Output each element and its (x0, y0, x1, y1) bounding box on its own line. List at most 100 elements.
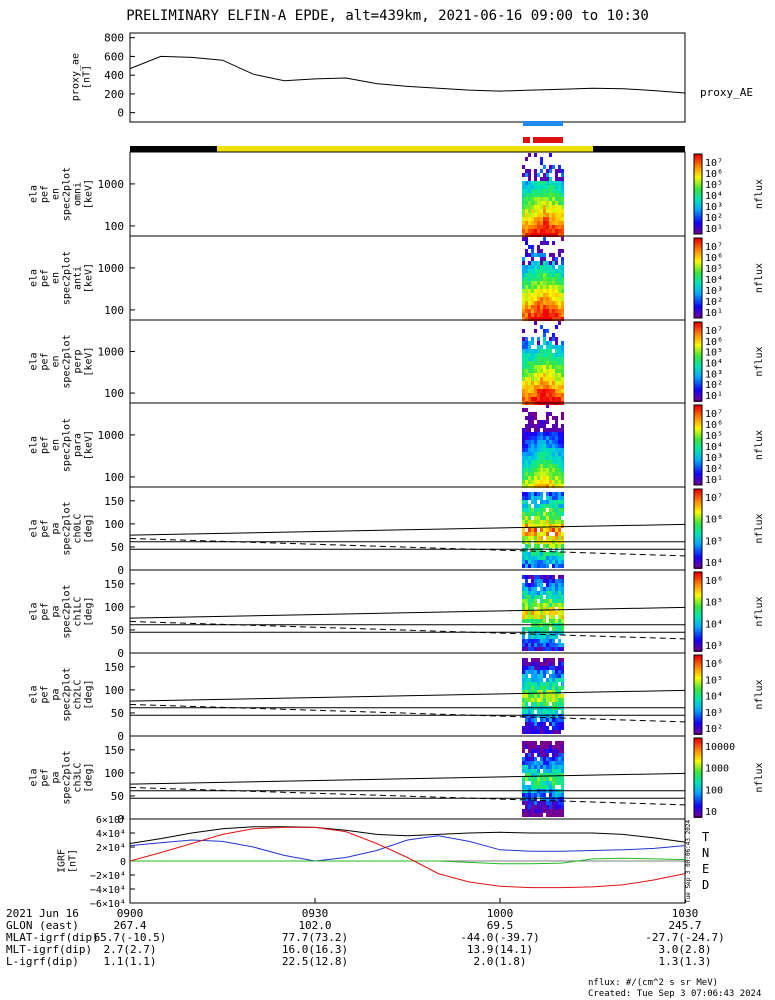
heatmap-cell (531, 416, 534, 420)
heatmap-cell (549, 615, 552, 619)
heatmap-cell (543, 221, 546, 225)
igrf-legend-D: D (702, 878, 709, 892)
colorbar-tick: 10³ (705, 286, 723, 297)
heatmap-cell (528, 492, 531, 496)
ytick-label: 100 (104, 684, 124, 697)
heatmap-cell (537, 560, 540, 564)
heatmap-cell (531, 552, 534, 556)
heatmap-cell (561, 289, 564, 293)
colorbar-tick: 10⁶ (705, 337, 723, 348)
ylabel-line: spec2plot (62, 251, 73, 305)
heatmap-cell (522, 440, 525, 444)
heatmap-cell (561, 181, 564, 185)
heatmap-cell (531, 809, 534, 813)
ylabel-line: en (51, 188, 62, 200)
heatmap-cell (546, 476, 549, 480)
heatmap-cell (537, 682, 540, 686)
heatmap-cell (537, 753, 540, 757)
heatmap-cell (528, 690, 531, 694)
heatmap-cell (558, 452, 561, 456)
igrf-series-E (130, 857, 686, 865)
heatmap-cell (525, 237, 528, 241)
heatmap-cell (555, 694, 558, 698)
colorbar-tick: 10⁶ (705, 420, 723, 431)
ylabel-line: pef (40, 436, 51, 454)
heatmap-cell (552, 484, 555, 488)
heatmap-cell (543, 785, 546, 789)
heatmap-cell (528, 377, 531, 381)
heatmap-cell (540, 209, 543, 213)
heatmap-cell (525, 556, 528, 560)
heatmap-cell (525, 365, 528, 369)
colorbar-cell (694, 358, 702, 360)
heatmap-cell (525, 761, 528, 765)
heatmap-cell (525, 595, 528, 599)
heatmap-cell (549, 305, 552, 309)
heatmap-cell (537, 472, 540, 476)
colorbar-cell (694, 352, 702, 354)
heatmap-cell (555, 432, 558, 436)
heatmap-cell (549, 492, 552, 496)
heatmap-cell (528, 341, 531, 345)
heatmap-cell (543, 797, 546, 801)
heatmap-cell (549, 631, 552, 635)
orbit-bar-yellow (217, 146, 593, 152)
heatmap-cell (537, 385, 540, 389)
heatmap-cell (537, 381, 540, 385)
heatmap-cell (534, 560, 537, 564)
heatmap-cell (555, 281, 558, 285)
heatmap-cell (552, 670, 555, 674)
heatmap-cell (528, 361, 531, 365)
heatmap-cell (543, 377, 546, 381)
heatmap-cell (531, 492, 534, 496)
heatmap-cell (537, 197, 540, 201)
colorbar-cell (694, 711, 702, 713)
colorbar-cell (694, 646, 702, 648)
heatmap-cell (558, 781, 561, 785)
heatmap-cell (534, 185, 537, 189)
heatmap-cell (528, 213, 531, 217)
heatmap-cell (555, 297, 558, 301)
heatmap-cell (540, 289, 543, 293)
heatmap-cell (540, 564, 543, 568)
heatmap-cell (555, 730, 558, 734)
heatmap-cell (525, 460, 528, 464)
heatmap-cell (546, 393, 549, 397)
heatmap-cell (555, 591, 558, 595)
heatmap-cell (549, 193, 552, 197)
colorbar-cell (694, 176, 702, 178)
colorbar-cell (694, 413, 702, 415)
heatmap-cell (534, 730, 537, 734)
heatmap-cell (561, 556, 564, 560)
heatmap-cell (540, 281, 543, 285)
heatmap-cell (552, 781, 555, 785)
heatmap-cell (558, 528, 561, 532)
heatmap-cell (555, 325, 558, 329)
heatmap-cell (561, 349, 564, 353)
heatmap-cell (546, 484, 549, 488)
heatmap-cell (552, 229, 555, 233)
heatmap-cell (543, 520, 546, 524)
heatmap-cell (531, 528, 534, 532)
heatmap-cell (534, 444, 537, 448)
heatmap-cell (546, 552, 549, 556)
heatmap-cell (522, 666, 525, 670)
heatmap-cell (537, 468, 540, 472)
heatmap-cell (549, 619, 552, 623)
heatmap-cell (552, 599, 555, 603)
heatmap-cell (537, 460, 540, 464)
heatmap-cell (528, 185, 531, 189)
proxy-ae-frame (129, 32, 686, 123)
heatmap-cell (531, 639, 534, 643)
colorbar-cell (694, 606, 702, 608)
heatmap-cell (558, 500, 561, 504)
heatmap-cell (558, 619, 561, 623)
heatmap-cell (522, 189, 525, 193)
colorbar-cell (694, 240, 702, 242)
heatmap-cell (534, 583, 537, 587)
antiloss-cone-dashed (129, 703, 686, 723)
heatmap-cell (549, 468, 552, 472)
heatmap-cell (534, 412, 537, 416)
